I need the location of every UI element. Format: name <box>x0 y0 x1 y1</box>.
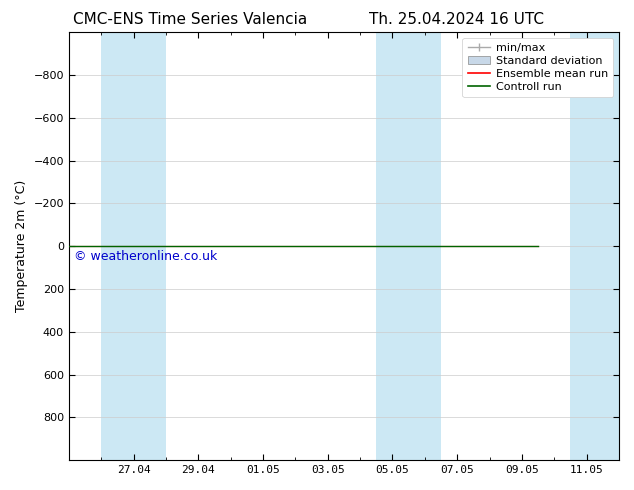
Bar <box>377 32 441 460</box>
Text: © weatheronline.co.uk: © weatheronline.co.uk <box>74 250 217 264</box>
Bar <box>101 32 166 460</box>
Bar <box>571 32 619 460</box>
Text: Th. 25.04.2024 16 UTC: Th. 25.04.2024 16 UTC <box>369 12 544 27</box>
Text: CMC-ENS Time Series Valencia: CMC-ENS Time Series Valencia <box>73 12 307 27</box>
Legend: min/max, Standard deviation, Ensemble mean run, Controll run: min/max, Standard deviation, Ensemble me… <box>462 38 614 97</box>
Y-axis label: Temperature 2m (°C): Temperature 2m (°C) <box>15 180 28 312</box>
